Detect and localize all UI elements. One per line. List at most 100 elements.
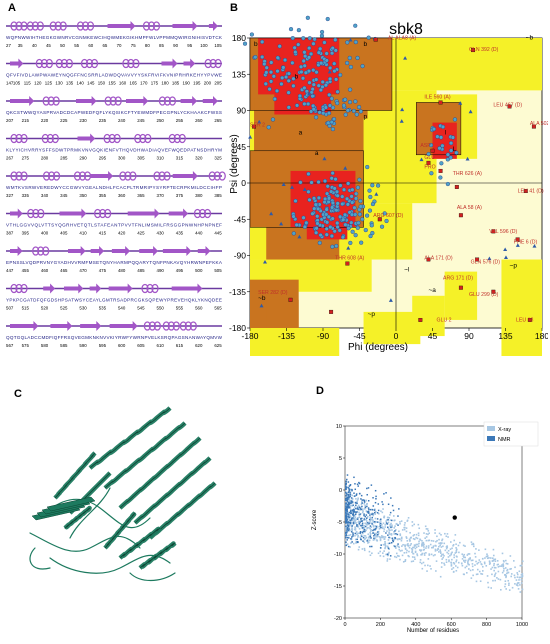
xray-point [388,548,390,550]
xray-point [384,547,386,550]
nmr-point [375,527,377,530]
xray-point [507,579,510,582]
xray-point [363,538,366,541]
helix-edge [119,527,161,559]
xray-point [469,557,471,559]
residue-point [454,150,459,155]
nmr-point [359,521,361,523]
xray-point [388,531,390,534]
xray-point [434,548,437,551]
residue-point [333,177,338,182]
residue-point [357,104,362,110]
xray-point [476,562,479,565]
helix-coil [51,133,59,144]
xray-point [409,544,412,547]
residue-point [426,152,431,157]
xray-point [516,572,519,574]
nmr-point [347,529,350,532]
nmr-point [345,520,348,522]
xray-point [369,531,371,534]
xray-point [391,526,393,528]
xray-point [399,534,402,537]
xray-point [350,542,352,544]
residue-point [294,103,300,108]
xray-point [353,506,356,508]
helix-edge [54,452,96,499]
residue-point [319,33,325,38]
nmr-point [354,488,357,491]
xray-point [430,539,433,542]
residue-point [302,85,307,91]
residue-point [264,70,269,75]
legend-xray: X-ray [498,427,511,433]
xray-point [451,568,453,570]
xray-point [429,543,432,546]
xray-point [391,524,393,527]
xray-point [386,545,389,548]
residue-point [332,68,337,74]
outlier-point [377,217,382,222]
xray-point [418,527,421,530]
residue-label: GLU 2 [437,318,452,324]
nmr-point [373,520,376,523]
xray-point [452,567,455,569]
nmr-point [349,495,352,497]
xray-point [436,539,438,542]
xray-point [426,570,428,572]
outlier-point [458,285,463,290]
helix-coil [142,21,151,31]
xray-point [491,573,493,576]
residue-number: 35 [18,43,23,48]
xray-point [398,537,400,540]
strand-arrow [108,283,133,294]
xray-point [497,566,500,568]
nmr-point [397,543,399,545]
xray-point [402,560,405,563]
nmr-point [376,518,379,520]
outlier-point [523,189,528,194]
helix-coil [178,133,186,144]
residue-number: 135 [66,81,74,86]
xray-point [513,574,516,577]
xray-point [418,549,421,551]
residue-number: 85 [159,43,164,48]
residue-point [311,41,316,46]
sequence-text: QFVFIVDLAWPWAWEYNQGFFNCSRRLADWDQVAVVYYSK… [6,73,222,78]
helix-coil [86,21,95,31]
xray-point [383,543,386,546]
nmr-point [374,533,376,536]
xray-point [357,520,360,523]
residue-point [314,226,319,231]
xray-point [435,545,437,547]
xray-point [435,540,437,543]
xray-point [384,544,387,546]
xray-point [369,532,372,535]
nmr-point [355,494,358,496]
xray-point [441,538,444,541]
xray-point [370,529,372,531]
xray-point [509,555,512,557]
xray-point [432,545,435,548]
generous-region [412,295,445,337]
glycine-point [468,109,473,114]
residue-point [322,178,328,184]
nmr-point [373,535,375,537]
xray-point [510,573,513,575]
xray-point [460,562,463,565]
residue-point [286,90,291,95]
xray-point [353,514,356,517]
nmr-point [361,520,364,522]
xray-point [386,560,389,562]
residue-point [370,183,375,188]
xray-point [488,563,491,565]
xray-point [389,523,392,526]
xray-point [520,576,523,578]
nmr-point [356,483,359,486]
nmr-point [376,531,379,533]
sequence-text: QKCSTWWQYASPRVADCDCAPWEDFQFLYKQSIKCFTYEW… [6,110,222,115]
xray-point [448,560,450,563]
nmr-point [379,525,382,527]
xray-point [434,554,436,556]
residue-number: 380 [195,193,203,198]
nmr-point [376,512,379,514]
